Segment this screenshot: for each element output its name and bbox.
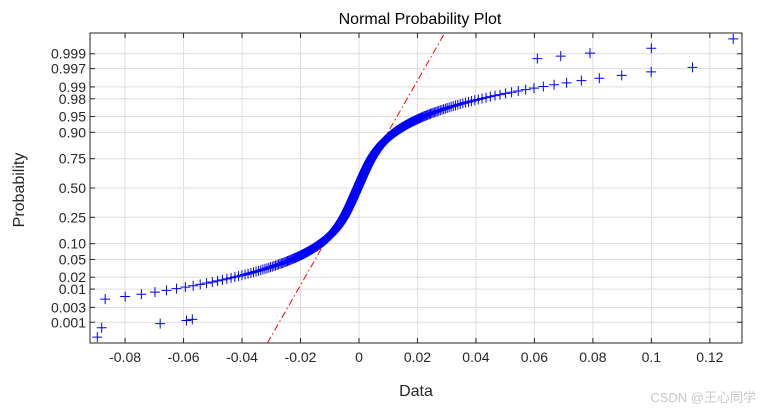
y-tick-label: 0.98 [59, 91, 86, 107]
data-point [450, 100, 461, 111]
data-point [561, 77, 572, 88]
y-tick-label: 0.25 [59, 209, 86, 225]
data-point [136, 289, 147, 300]
data-point [149, 287, 160, 298]
data-point [538, 81, 549, 92]
data-point [495, 89, 506, 100]
data-point [207, 276, 218, 287]
data-point [96, 322, 107, 333]
data-point [576, 75, 587, 86]
x-tick-label: 0.1 [642, 349, 662, 365]
y-tick-label: 0.01 [59, 281, 86, 297]
watermark-text: CSDN @王心同学 [650, 390, 756, 405]
data-point [448, 101, 459, 112]
data-point [489, 90, 500, 101]
data-point [155, 318, 166, 329]
data-point [161, 285, 172, 296]
data-point [513, 85, 524, 96]
y-tick-label: 0.90 [59, 124, 86, 140]
x-tick-label: -0.08 [109, 349, 141, 365]
y-tick-label: 0.001 [51, 314, 86, 330]
data-point [646, 66, 657, 77]
x-tick-label: 0.08 [579, 349, 606, 365]
data-point [452, 99, 463, 110]
y-tick-label: 0.02 [59, 269, 86, 285]
data-point [446, 101, 457, 112]
data-point [594, 73, 605, 84]
y-tick-label: 0.95 [59, 109, 86, 125]
x-tick-label: -0.06 [168, 349, 200, 365]
data-point [532, 53, 543, 64]
y-tick-label: 0.999 [51, 46, 86, 62]
data-point [444, 102, 455, 113]
data-point [120, 291, 131, 302]
data-point [455, 99, 466, 110]
data-point [646, 43, 657, 54]
chart-title: Normal Probability Plot [339, 11, 502, 28]
data-point [100, 294, 111, 305]
y-tick-label: 0.997 [51, 61, 86, 77]
x-tick-label: 0.06 [521, 349, 548, 365]
data-point [245, 267, 256, 278]
x-axis-title: Data [399, 383, 433, 400]
data-point [555, 51, 566, 62]
data-point [687, 62, 698, 73]
data-point [226, 272, 237, 283]
y-tick-label: 0.003 [51, 299, 86, 315]
data-point [259, 263, 270, 274]
data-point [251, 266, 262, 277]
y-tick-label: 0.10 [59, 236, 86, 252]
data-point [457, 98, 468, 109]
x-tick-label: 0.04 [462, 349, 489, 365]
data-point [243, 268, 254, 279]
data-point [257, 264, 268, 275]
y-tick-label: 0.99 [59, 79, 86, 95]
y-axis-title: Probability [11, 153, 28, 228]
data-point [181, 315, 192, 326]
data-point [201, 278, 212, 289]
data-point [584, 48, 595, 59]
y-tick-label: 0.05 [59, 251, 86, 267]
data-point [187, 314, 198, 325]
data-point [728, 33, 739, 44]
data-point [255, 265, 266, 276]
data-point [188, 280, 199, 291]
y-tick-label: 0.50 [59, 180, 86, 196]
data-point [195, 279, 206, 290]
data-point [171, 283, 182, 294]
data-point [485, 91, 496, 102]
data-point [520, 84, 531, 95]
data-point [92, 332, 103, 343]
y-tick-label: 0.75 [59, 151, 86, 167]
x-tick-label: 0.12 [696, 349, 723, 365]
data-point [500, 88, 511, 99]
data-point [477, 93, 488, 104]
data-point [616, 70, 627, 81]
x-axis: -0.08 -0.06 -0.04 -0.02 0 0.02 0.04 0.06 0.08 0.1… [109, 33, 724, 365]
data-point [253, 265, 264, 276]
x-tick-label: -0.02 [285, 349, 317, 365]
data-point [273, 259, 284, 270]
data-point [180, 282, 191, 293]
data-point [481, 92, 492, 103]
x-tick-label: 0.02 [404, 349, 431, 365]
data-point [528, 83, 539, 94]
data-point [442, 102, 453, 113]
x-tick-label: -0.04 [226, 349, 258, 365]
x-tick-label: 0 [355, 349, 363, 365]
data-points [92, 33, 739, 343]
data-point [221, 273, 232, 284]
data-point [212, 275, 223, 286]
data-point [506, 87, 517, 98]
grid-lines [90, 33, 742, 343]
data-point [217, 274, 228, 285]
data-point [248, 267, 259, 278]
data-point [549, 79, 560, 90]
